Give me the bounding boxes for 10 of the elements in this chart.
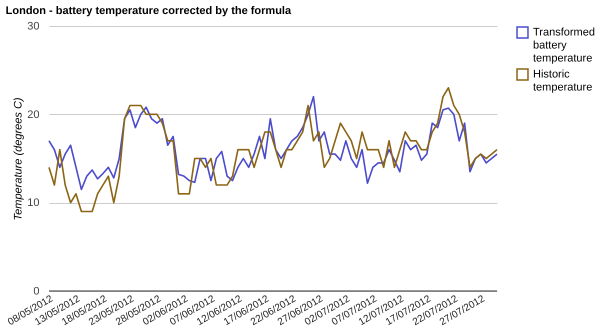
legend-label: Transformed battery temperature bbox=[533, 26, 595, 64]
line-series bbox=[48, 96, 498, 190]
legend-label: Historic temperature bbox=[533, 68, 592, 94]
y-tick-label: 20 bbox=[27, 108, 40, 121]
y-tick-label: 0 bbox=[33, 286, 40, 298]
chart-title: London - battery temperature corrected by the formula bbox=[6, 5, 292, 17]
y-tick-label: 10 bbox=[27, 197, 40, 210]
line-series bbox=[48, 87, 498, 212]
y-tick-label: 30 bbox=[27, 20, 40, 32]
y-axis-title: Temperature (degrees C) bbox=[12, 97, 24, 221]
